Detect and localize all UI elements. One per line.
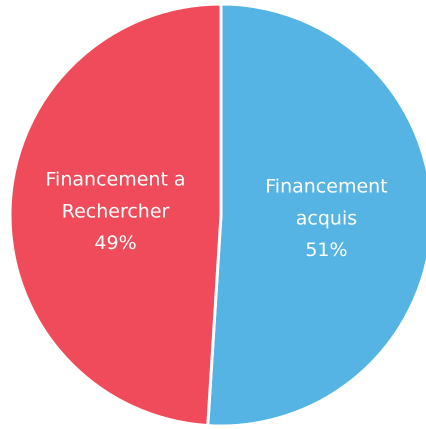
pie-slice	[8, 2, 223, 428]
slice-value: 51%	[305, 239, 347, 261]
slice-value: 49%	[94, 232, 136, 254]
slice-label: Financement a Rechercher 49%	[46, 168, 186, 254]
pie-slice	[206, 2, 426, 428]
slice-name: Financement a Rechercher	[46, 168, 186, 222]
slice-label: Financement acquis 51%	[265, 175, 387, 261]
slice-name: Financement acquis	[265, 175, 387, 229]
